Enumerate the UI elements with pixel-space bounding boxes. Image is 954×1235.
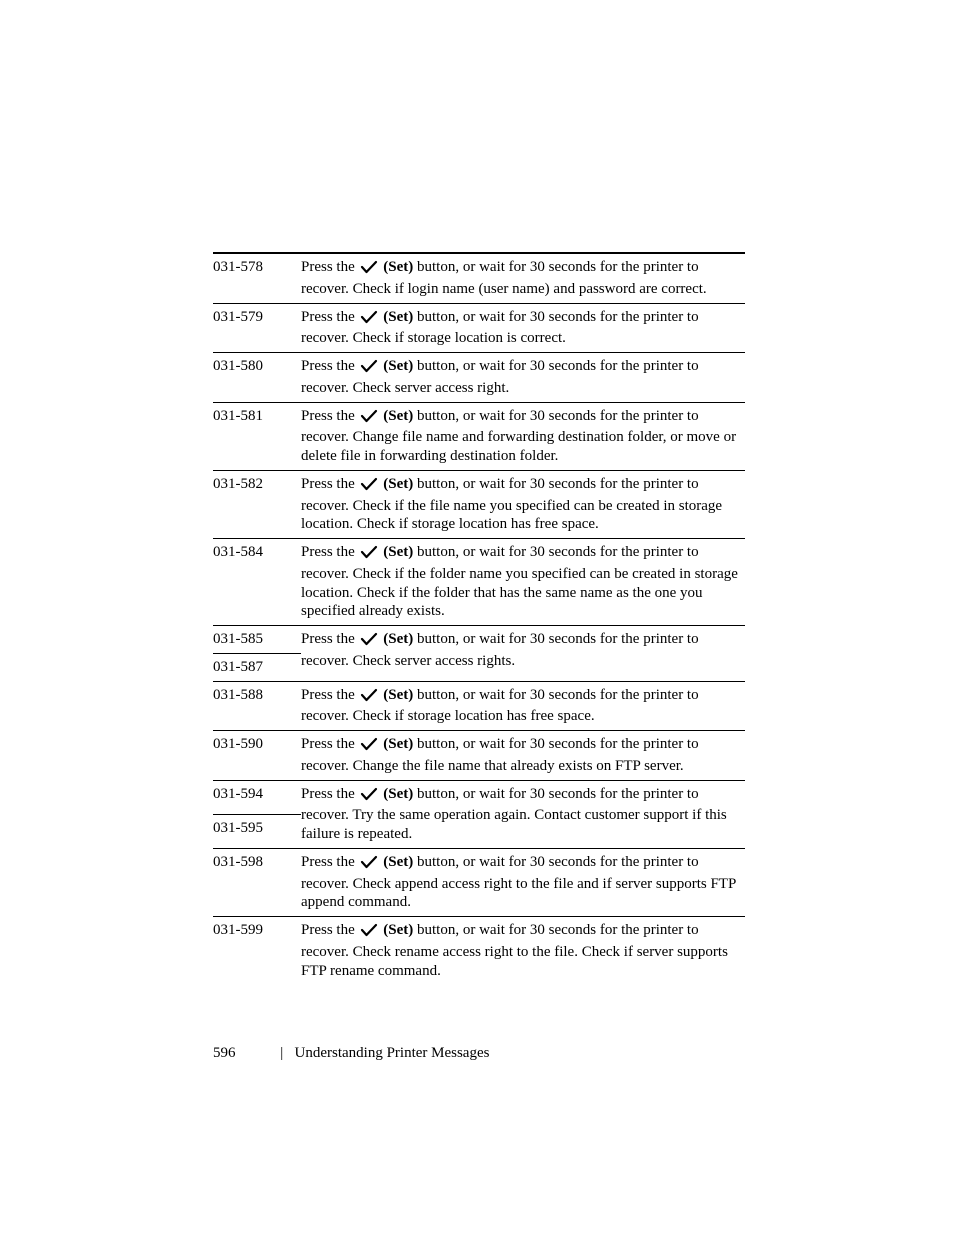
- desc-press: Press the: [301, 854, 359, 870]
- desc-set: (Set): [383, 922, 413, 938]
- error-code-table: 031-578Press the (Set) button, or wait f…: [213, 252, 745, 984]
- error-description: Press the (Set) button, or wait for 30 s…: [301, 731, 745, 781]
- desc-set: (Set): [383, 736, 413, 752]
- error-code: 031-580: [213, 353, 301, 403]
- error-description: Press the (Set) button, or wait for 30 s…: [301, 626, 745, 682]
- error-code: 031-587: [213, 653, 301, 681]
- desc-press: Press the: [301, 259, 359, 275]
- desc-press: Press the: [301, 544, 359, 560]
- section-title: Understanding Printer Messages: [295, 1045, 490, 1061]
- desc-rest: Check if the folder name you specified c…: [301, 566, 738, 620]
- error-description: Press the (Set) button, or wait for 30 s…: [301, 681, 745, 731]
- error-code: 031-588: [213, 681, 301, 731]
- error-description: Press the (Set) button, or wait for 30 s…: [301, 353, 745, 403]
- check-icon: [360, 260, 378, 280]
- desc-rest: Try the same operation again. Contact cu…: [301, 807, 727, 842]
- error-description: Press the (Set) button, or wait for 30 s…: [301, 848, 745, 916]
- error-description: Press the (Set) button, or wait for 30 s…: [301, 402, 745, 470]
- desc-press: Press the: [301, 922, 359, 938]
- desc-press: Press the: [301, 476, 359, 492]
- desc-set: (Set): [383, 854, 413, 870]
- error-code: 031-599: [213, 917, 301, 985]
- check-icon: [360, 787, 378, 807]
- check-icon: [360, 632, 378, 652]
- error-description: Press the (Set) button, or wait for 30 s…: [301, 917, 745, 985]
- desc-set: (Set): [383, 786, 413, 802]
- error-code: 031-579: [213, 303, 301, 353]
- check-icon: [360, 855, 378, 875]
- desc-press: Press the: [301, 358, 359, 374]
- error-code: 031-590: [213, 731, 301, 781]
- check-icon: [360, 923, 378, 943]
- desc-press: Press the: [301, 786, 359, 802]
- error-code: 031-584: [213, 539, 301, 626]
- desc-rest: Change file name and forwarding destinat…: [301, 429, 736, 464]
- desc-rest: Check if login name (user name) and pass…: [353, 281, 707, 297]
- desc-set: (Set): [383, 309, 413, 325]
- desc-set: (Set): [383, 544, 413, 560]
- error-description: Press the (Set) button, or wait for 30 s…: [301, 470, 745, 538]
- desc-press: Press the: [301, 687, 359, 703]
- check-icon: [360, 737, 378, 757]
- check-icon: [360, 545, 378, 565]
- error-code: 031-585: [213, 626, 301, 654]
- desc-set: (Set): [383, 476, 413, 492]
- error-description: Press the (Set) button, or wait for 30 s…: [301, 303, 745, 353]
- desc-rest: Check server access rights.: [353, 653, 515, 669]
- desc-set: (Set): [383, 259, 413, 275]
- desc-rest: Check if storage location is correct.: [353, 330, 566, 346]
- error-code: 031-595: [213, 814, 301, 848]
- desc-press: Press the: [301, 631, 359, 647]
- check-icon: [360, 409, 378, 429]
- page-footer: 596 | Understanding Printer Messages: [213, 1045, 489, 1062]
- desc-rest: Check server access right.: [353, 380, 510, 396]
- check-icon: [360, 359, 378, 379]
- error-description: Press the (Set) button, or wait for 30 s…: [301, 539, 745, 626]
- desc-press: Press the: [301, 408, 359, 424]
- error-code: 031-581: [213, 402, 301, 470]
- desc-set: (Set): [383, 358, 413, 374]
- error-code: 031-578: [213, 253, 301, 303]
- desc-rest: Check if the file name you specified can…: [301, 498, 722, 533]
- page-number: 596: [213, 1045, 269, 1062]
- footer-separator: |: [273, 1045, 291, 1062]
- check-icon: [360, 477, 378, 497]
- desc-rest: Check append access right to the file an…: [301, 876, 736, 911]
- desc-press: Press the: [301, 736, 359, 752]
- desc-rest: Check if storage location has free space…: [353, 708, 595, 724]
- desc-set: (Set): [383, 631, 413, 647]
- error-code: 031-582: [213, 470, 301, 538]
- desc-set: (Set): [383, 687, 413, 703]
- desc-rest: Check rename access right to the file. C…: [301, 944, 728, 979]
- check-icon: [360, 310, 378, 330]
- error-description: Press the (Set) button, or wait for 30 s…: [301, 253, 745, 303]
- desc-rest: Change the file name that already exists…: [353, 758, 684, 774]
- check-icon: [360, 688, 378, 708]
- error-description: Press the (Set) button, or wait for 30 s…: [301, 780, 745, 848]
- desc-set: (Set): [383, 408, 413, 424]
- error-code: 031-594: [213, 780, 301, 814]
- desc-press: Press the: [301, 309, 359, 325]
- error-code: 031-598: [213, 848, 301, 916]
